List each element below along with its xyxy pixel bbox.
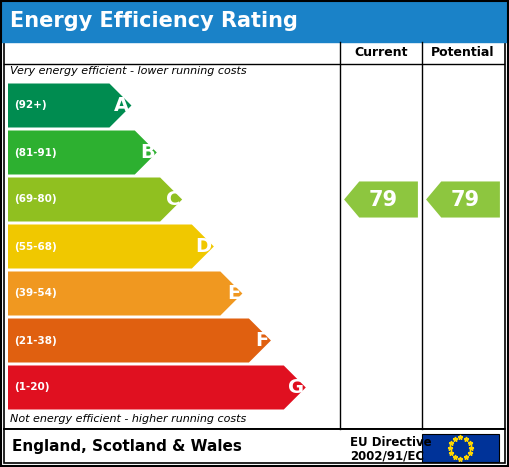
Polygon shape [8, 84, 131, 127]
Polygon shape [426, 182, 500, 218]
Bar [422, 434, 499, 462]
Text: 2002/91/EC: 2002/91/EC [350, 449, 424, 462]
Text: England, Scotland & Wales: England, Scotland & Wales [12, 439, 242, 453]
Text: (92+): (92+) [14, 100, 47, 111]
Polygon shape [8, 225, 214, 269]
Polygon shape [8, 130, 157, 175]
Text: C: C [166, 190, 180, 209]
Polygon shape [8, 366, 306, 410]
Text: (21-38): (21-38) [14, 335, 56, 346]
Polygon shape [344, 182, 418, 218]
Text: Very energy efficient - lower running costs: Very energy efficient - lower running co… [10, 66, 247, 76]
Text: (55-68): (55-68) [14, 241, 56, 252]
Text: A: A [115, 96, 129, 115]
Text: (1-20): (1-20) [14, 382, 49, 392]
Polygon shape [8, 271, 242, 316]
Text: F: F [256, 331, 269, 350]
Polygon shape [8, 318, 271, 362]
Bar [0, 0, 509, 42]
Text: Current: Current [354, 47, 408, 59]
Text: Not energy efficient - higher running costs: Not energy efficient - higher running co… [10, 414, 246, 424]
Text: (81-91): (81-91) [14, 148, 56, 157]
Text: 79: 79 [369, 190, 398, 210]
Text: D: D [196, 237, 212, 256]
Text: Potential: Potential [431, 47, 495, 59]
Text: (39-54): (39-54) [14, 289, 56, 298]
Text: (69-80): (69-80) [14, 194, 56, 205]
Bar [4, 429, 505, 463]
Text: EU Directive: EU Directive [350, 436, 432, 449]
Text: G: G [288, 378, 304, 397]
Text: E: E [227, 284, 240, 303]
Text: 79: 79 [450, 190, 480, 210]
Polygon shape [8, 177, 182, 221]
Text: Energy Efficiency Rating: Energy Efficiency Rating [10, 11, 298, 31]
Bar [4, 42, 505, 429]
Text: B: B [140, 143, 155, 162]
